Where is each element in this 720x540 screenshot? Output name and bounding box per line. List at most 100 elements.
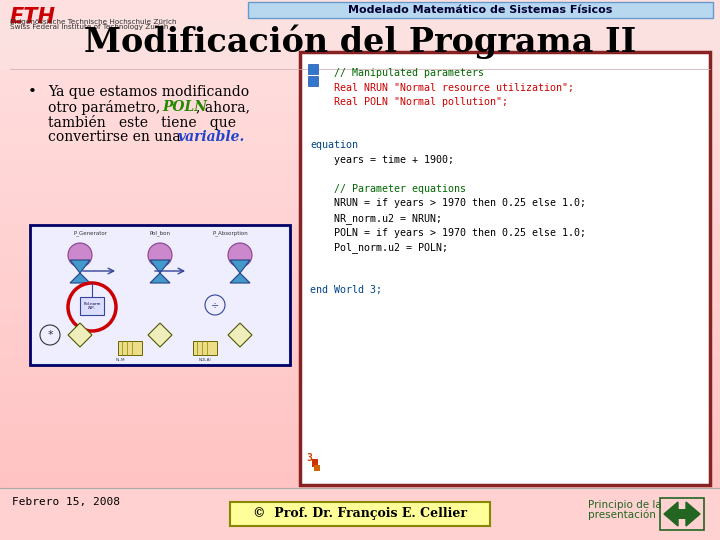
Bar bbox=[0, 409, 720, 413]
Bar bbox=[0, 496, 720, 500]
Bar bbox=[0, 515, 720, 518]
Bar bbox=[0, 393, 720, 397]
Bar bbox=[0, 42, 720, 46]
Bar bbox=[0, 253, 720, 256]
Bar bbox=[0, 471, 720, 475]
Bar bbox=[0, 382, 720, 386]
Bar bbox=[0, 31, 720, 35]
Bar bbox=[0, 307, 720, 310]
Bar bbox=[0, 228, 720, 232]
Polygon shape bbox=[230, 260, 250, 273]
Bar bbox=[0, 291, 720, 294]
Bar bbox=[0, 250, 720, 254]
Bar bbox=[0, 412, 720, 416]
Bar bbox=[0, 4, 720, 8]
Bar bbox=[32, 227, 288, 363]
Text: P_Absorption: P_Absorption bbox=[212, 230, 248, 235]
Bar bbox=[0, 523, 720, 526]
Text: P_Generator: P_Generator bbox=[73, 230, 107, 235]
Bar bbox=[0, 107, 720, 111]
Bar bbox=[0, 131, 720, 135]
Bar bbox=[0, 258, 720, 262]
Bar bbox=[0, 88, 720, 92]
Bar bbox=[0, 64, 720, 68]
Bar bbox=[0, 245, 720, 248]
Bar bbox=[80, 297, 104, 315]
Bar bbox=[0, 355, 720, 359]
Text: Swiss Federal Institute of Technology Zurich: Swiss Federal Institute of Technology Zu… bbox=[10, 24, 168, 30]
Bar bbox=[0, 442, 720, 446]
Bar bbox=[0, 215, 720, 219]
Bar bbox=[0, 48, 720, 51]
Bar bbox=[0, 485, 720, 489]
Bar bbox=[0, 439, 720, 443]
Bar bbox=[0, 504, 720, 508]
Bar bbox=[0, 323, 720, 327]
Text: end World 3;: end World 3; bbox=[310, 286, 382, 295]
Text: presentación: presentación bbox=[588, 510, 656, 521]
Bar bbox=[0, 525, 720, 529]
Text: years = time + 1900;: years = time + 1900; bbox=[310, 155, 454, 165]
Polygon shape bbox=[150, 260, 170, 273]
Bar bbox=[0, 91, 720, 94]
Bar bbox=[0, 53, 720, 57]
Bar bbox=[0, 29, 720, 32]
Bar bbox=[0, 318, 720, 321]
Bar bbox=[0, 517, 720, 521]
Bar bbox=[0, 461, 720, 464]
Bar bbox=[0, 201, 720, 205]
Bar bbox=[0, 196, 720, 200]
Bar bbox=[0, 507, 720, 510]
Text: Modificación del Programa II: Modificación del Programa II bbox=[84, 25, 636, 59]
Bar bbox=[0, 220, 720, 224]
Bar bbox=[0, 388, 720, 392]
Text: *: * bbox=[48, 330, 53, 340]
Bar bbox=[248, 2, 713, 18]
Bar bbox=[0, 269, 720, 273]
Bar bbox=[314, 465, 320, 471]
Bar bbox=[0, 431, 720, 435]
Bar bbox=[308, 64, 318, 74]
Bar bbox=[0, 309, 720, 313]
Text: ÷: ÷ bbox=[211, 300, 219, 310]
Bar bbox=[0, 350, 720, 354]
Bar bbox=[30, 225, 290, 365]
Bar bbox=[0, 72, 720, 76]
Bar bbox=[660, 498, 704, 530]
Bar bbox=[0, 237, 720, 240]
Bar bbox=[0, 120, 720, 124]
Circle shape bbox=[228, 243, 252, 267]
Polygon shape bbox=[230, 273, 250, 283]
Bar bbox=[0, 436, 720, 440]
Polygon shape bbox=[664, 502, 678, 526]
Bar bbox=[0, 501, 720, 505]
Bar bbox=[0, 280, 720, 284]
Bar bbox=[0, 469, 720, 472]
Bar bbox=[0, 407, 720, 410]
Bar bbox=[0, 480, 720, 483]
Circle shape bbox=[148, 243, 172, 267]
Text: // Parameter equations: // Parameter equations bbox=[310, 184, 466, 194]
Text: POLN = if years > 1970 then 0.25 else 1.0;: POLN = if years > 1970 then 0.25 else 1.… bbox=[310, 227, 586, 238]
Bar bbox=[0, 185, 720, 189]
Text: Pol_norm.u2 = POLN;: Pol_norm.u2 = POLN; bbox=[310, 242, 448, 253]
Polygon shape bbox=[150, 273, 170, 283]
Bar bbox=[0, 285, 720, 289]
Polygon shape bbox=[228, 323, 252, 347]
Bar bbox=[0, 380, 720, 383]
Bar bbox=[0, 150, 720, 154]
Bar bbox=[0, 458, 720, 462]
Bar bbox=[0, 207, 720, 211]
Bar bbox=[0, 396, 720, 400]
Bar bbox=[0, 223, 720, 227]
Bar bbox=[0, 336, 720, 340]
Bar bbox=[0, 366, 720, 370]
Text: NRUN = if years > 1970 then 0.25 else 1.0;: NRUN = if years > 1970 then 0.25 else 1.… bbox=[310, 199, 586, 208]
Text: •: • bbox=[28, 85, 37, 99]
Bar bbox=[0, 520, 720, 524]
Bar bbox=[0, 174, 720, 178]
Bar bbox=[0, 85, 720, 89]
Bar bbox=[0, 2, 720, 5]
Bar bbox=[0, 347, 720, 351]
Bar bbox=[0, 75, 720, 78]
